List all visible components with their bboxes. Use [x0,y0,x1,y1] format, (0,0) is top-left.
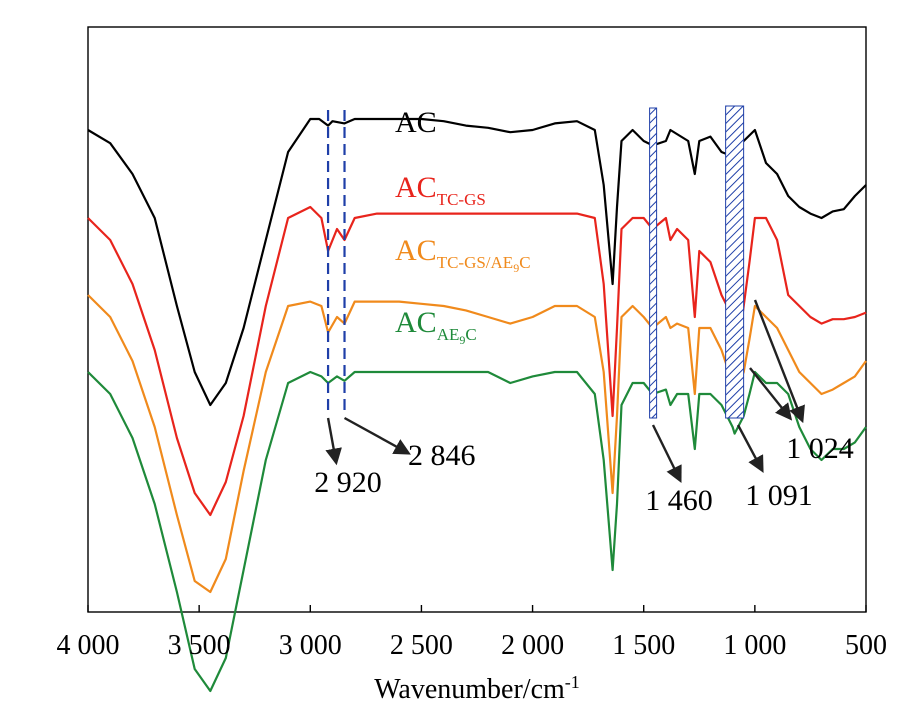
annotation-label-2846: 2 846 [408,439,476,472]
series-line-0 [87,117,867,407]
x-tick-label: 4 000 [57,630,120,661]
hatched-band-1460 [649,107,658,419]
arrow-1460 [651,424,682,484]
annotation-label-1091: 1 091 [745,479,813,512]
series-label-layer: AC ACTC-GS ACTC-GS/AE9C ACAE9C [395,106,531,347]
x-tick-label: 1 500 [612,630,675,661]
annotation-label-1460: 1 460 [645,484,713,517]
hatched-band-1091 [725,105,745,419]
annotation-layer: 2 920 2 846 1 460 1 091 1 024 [314,105,854,517]
series-line-3 [87,370,867,693]
annotation-label-1024: 1 024 [786,432,854,465]
arrow-1024-a [749,367,793,421]
series-label-3: ACAE9C [395,306,477,347]
x-tick-label: 2 000 [501,630,564,661]
x-tick-label: 3 500 [168,630,231,661]
series-label-2: ACTC-GS/AE9C [395,234,531,275]
x-tick-label: 500 [845,630,887,661]
x-axis-ticks: 4 000 3 500 3 000 2 500 2 000 1 500 1 000 500 [57,605,887,661]
annotation-label-2920: 2 920 [314,466,382,499]
x-axis-label-sup: -1 [565,672,580,692]
series-label-0: AC [395,106,437,139]
x-tick-label: 3 000 [279,630,342,661]
plot-area [87,26,867,613]
arrow-2846 [343,416,411,455]
series-label-1: ACTC-GS [395,171,486,209]
arrow-1024-b [753,299,805,424]
arrow-1091 [736,424,764,473]
x-tick-label: 1 000 [723,630,786,661]
series-line-1 [87,205,867,517]
series-layer [87,117,867,693]
x-tick-label: 2 500 [390,630,453,661]
x-axis-label: Wavenumber/cm-1 [374,672,580,705]
arrow-2920 [325,417,342,466]
series-line-2 [87,294,867,594]
